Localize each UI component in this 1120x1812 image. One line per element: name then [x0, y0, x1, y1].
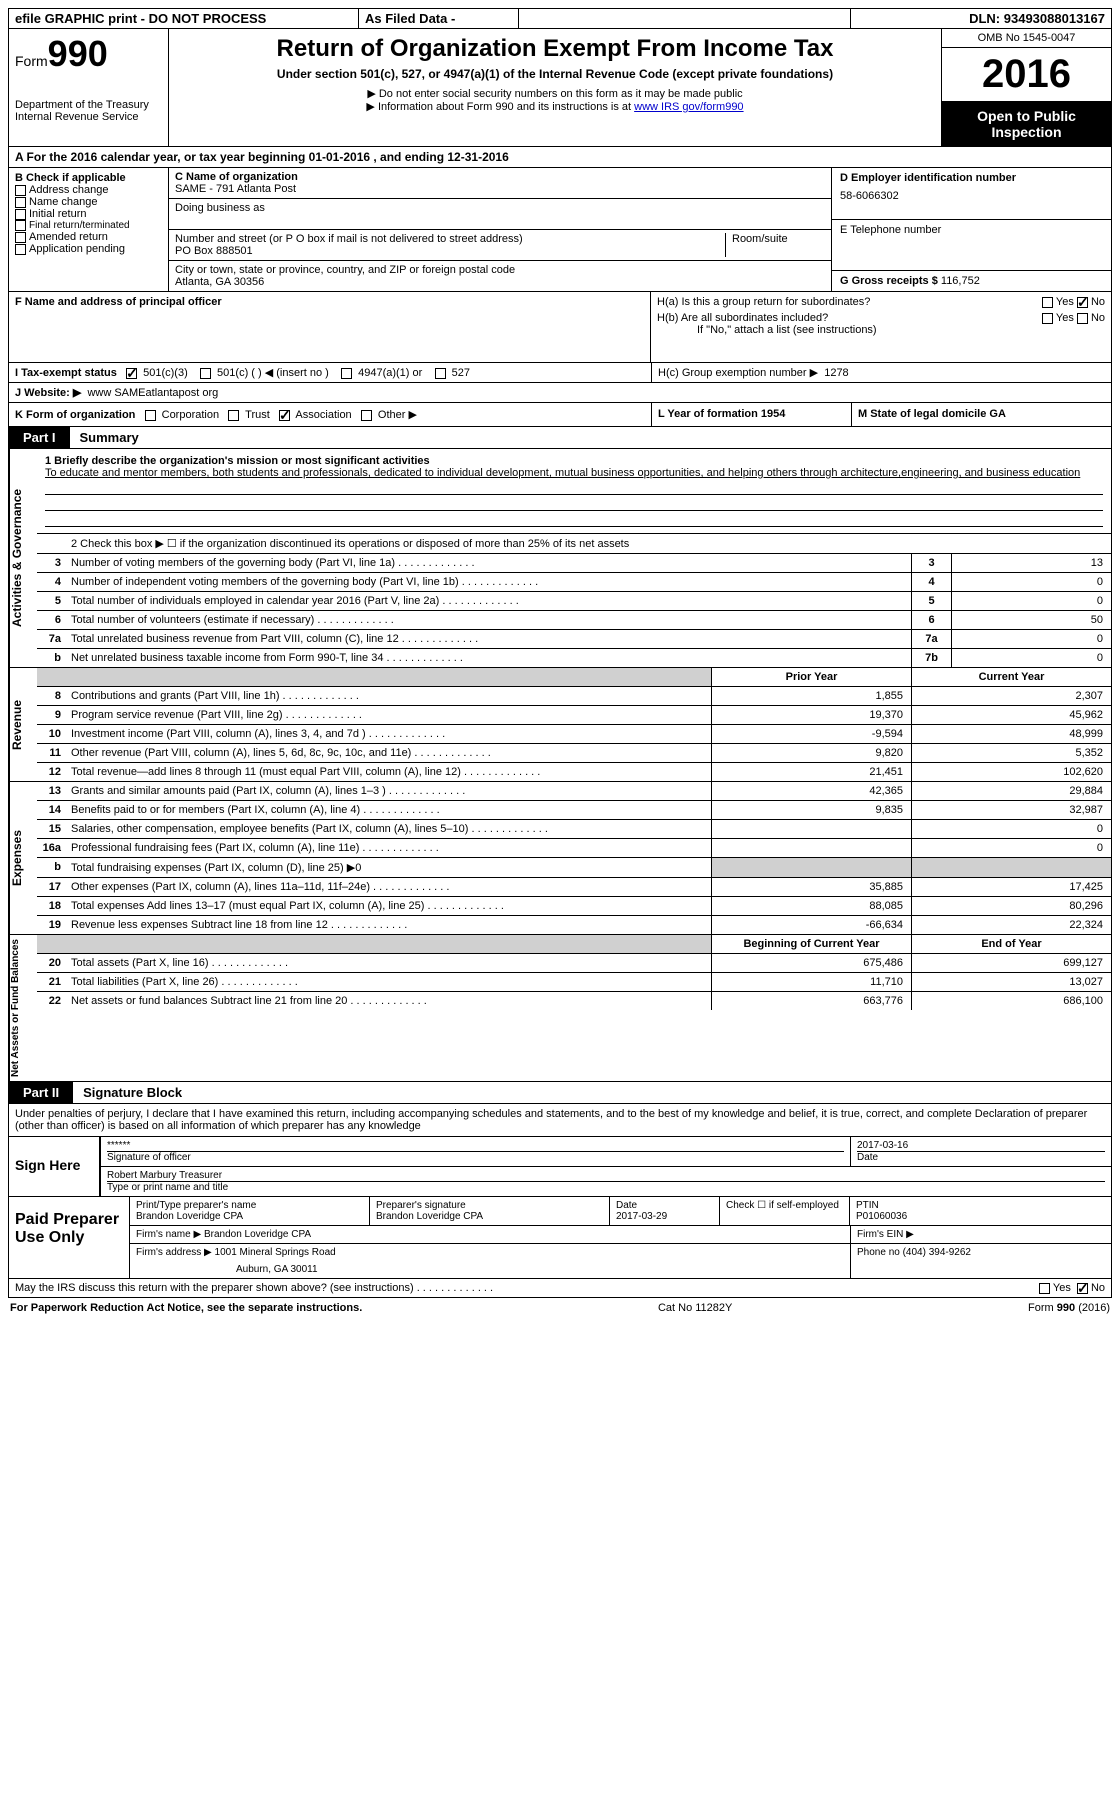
section-bcd: B Check if applicable Address change Nam…: [8, 168, 1112, 292]
app-pending-checkbox[interactable]: [15, 244, 26, 255]
table-row: 12 Total revenue—add lines 8 through 11 …: [37, 762, 1111, 781]
ha-yes-checkbox[interactable]: [1042, 297, 1053, 308]
section-j: J Website: ▶ www SAMEatlantapost org: [8, 383, 1112, 403]
ha-no-checkbox[interactable]: [1077, 297, 1088, 308]
discuss-yes-checkbox[interactable]: [1039, 1283, 1050, 1294]
table-row: 14 Benefits paid to or for members (Part…: [37, 800, 1111, 819]
form-title: Return of Organization Exempt From Incom…: [179, 35, 931, 63]
ein: 58-6066302: [840, 190, 1103, 202]
4947-checkbox[interactable]: [341, 368, 352, 379]
section-i: I Tax-exempt status 501(c)(3) 501(c) ( )…: [8, 363, 1112, 383]
activities-governance: Activities & Governance 1 Briefly descri…: [8, 449, 1112, 668]
table-row: 17 Other expenses (Part IX, column (A), …: [37, 877, 1111, 896]
table-row: 10 Investment income (Part VIII, column …: [37, 724, 1111, 743]
assoc-checkbox[interactable]: [279, 410, 290, 421]
section-a: A For the 2016 calendar year, or tax yea…: [8, 147, 1112, 168]
hb-no-checkbox[interactable]: [1077, 313, 1088, 324]
paid-preparer-block: Paid Preparer Use Only Print/Type prepar…: [8, 1197, 1112, 1279]
table-row: 22 Net assets or fund balances Subtract …: [37, 991, 1111, 1010]
table-row: 6 Total number of volunteers (estimate i…: [37, 610, 1111, 629]
expenses-section: Expenses 13 Grants and similar amounts p…: [8, 782, 1112, 935]
part1-header: Part I Summary: [8, 427, 1112, 449]
part2-header: Part II Signature Block: [8, 1082, 1112, 1104]
table-row: 3 Number of voting members of the govern…: [37, 553, 1111, 572]
org-name: SAME - 791 Atlanta Post: [175, 183, 825, 195]
501c-checkbox[interactable]: [200, 368, 211, 379]
corp-checkbox[interactable]: [145, 410, 156, 421]
table-row: 18 Total expenses Add lines 13–17 (must …: [37, 896, 1111, 915]
discuss-no-checkbox[interactable]: [1077, 1283, 1088, 1294]
net-assets-section: Net Assets or Fund Balances Beginning of…: [8, 935, 1112, 1082]
table-row: b Total fundraising expenses (Part IX, c…: [37, 857, 1111, 877]
perjury-statement: Under penalties of perjury, I declare th…: [8, 1104, 1112, 1137]
address-change-checkbox[interactable]: [15, 185, 26, 196]
top-bar: efile GRAPHIC print - DO NOT PROCESS As …: [8, 8, 1112, 29]
table-row: 19 Revenue less expenses Subtract line 1…: [37, 915, 1111, 934]
table-row: 21 Total liabilities (Part X, line 26) 1…: [37, 972, 1111, 991]
527-checkbox[interactable]: [435, 368, 446, 379]
table-row: 5 Total number of individuals employed i…: [37, 591, 1111, 610]
section-klm: K Form of organization Corporation Trust…: [8, 403, 1112, 427]
form-header: Form990 Department of the Treasury Inter…: [8, 29, 1112, 147]
table-row: 4 Number of independent voting members o…: [37, 572, 1111, 591]
table-row: 11 Other revenue (Part VIII, column (A),…: [37, 743, 1111, 762]
final-return-checkbox[interactable]: [15, 220, 26, 231]
discuss-row: May the IRS discuss this return with the…: [8, 1279, 1112, 1298]
trust-checkbox[interactable]: [228, 410, 239, 421]
table-row: 7a Total unrelated business revenue from…: [37, 629, 1111, 648]
section-fh: F Name and address of principal officer …: [8, 292, 1112, 363]
table-row: 13 Grants and similar amounts paid (Part…: [37, 782, 1111, 800]
dln: DLN: 93493088013167: [851, 9, 1111, 28]
amended-return-checkbox[interactable]: [15, 232, 26, 243]
table-row: 15 Salaries, other compensation, employe…: [37, 819, 1111, 838]
as-filed: As Filed Data -: [359, 9, 519, 28]
efile-notice: efile GRAPHIC print - DO NOT PROCESS: [9, 9, 359, 28]
other-checkbox[interactable]: [361, 410, 372, 421]
revenue-section: Revenue Prior Year Current Year 8 Contri…: [8, 668, 1112, 782]
table-row: 8 Contributions and grants (Part VIII, l…: [37, 686, 1111, 705]
501c3-checkbox[interactable]: [126, 368, 137, 379]
table-row: 9 Program service revenue (Part VIII, li…: [37, 705, 1111, 724]
hb-yes-checkbox[interactable]: [1042, 313, 1053, 324]
sign-here-block: Sign Here ****** Signature of officer 20…: [8, 1137, 1112, 1197]
irs-link[interactable]: www IRS gov/form990: [634, 101, 743, 113]
page-footer: For Paperwork Reduction Act Notice, see …: [8, 1298, 1112, 1318]
tax-year: 2016: [942, 48, 1111, 102]
table-row: 16a Professional fundraising fees (Part …: [37, 838, 1111, 857]
initial-return-checkbox[interactable]: [15, 209, 26, 220]
table-row: 20 Total assets (Part X, line 16) 675,48…: [37, 953, 1111, 972]
name-change-checkbox[interactable]: [15, 197, 26, 208]
table-row: b Net unrelated business taxable income …: [37, 648, 1111, 667]
